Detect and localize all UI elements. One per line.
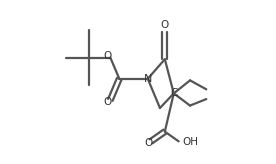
- Text: N: N: [144, 74, 152, 84]
- Text: OH: OH: [182, 137, 198, 147]
- Text: O: O: [161, 20, 169, 30]
- Text: C: C: [171, 88, 178, 98]
- Text: O: O: [103, 51, 112, 61]
- Text: O: O: [144, 138, 153, 148]
- Text: O: O: [103, 96, 111, 106]
